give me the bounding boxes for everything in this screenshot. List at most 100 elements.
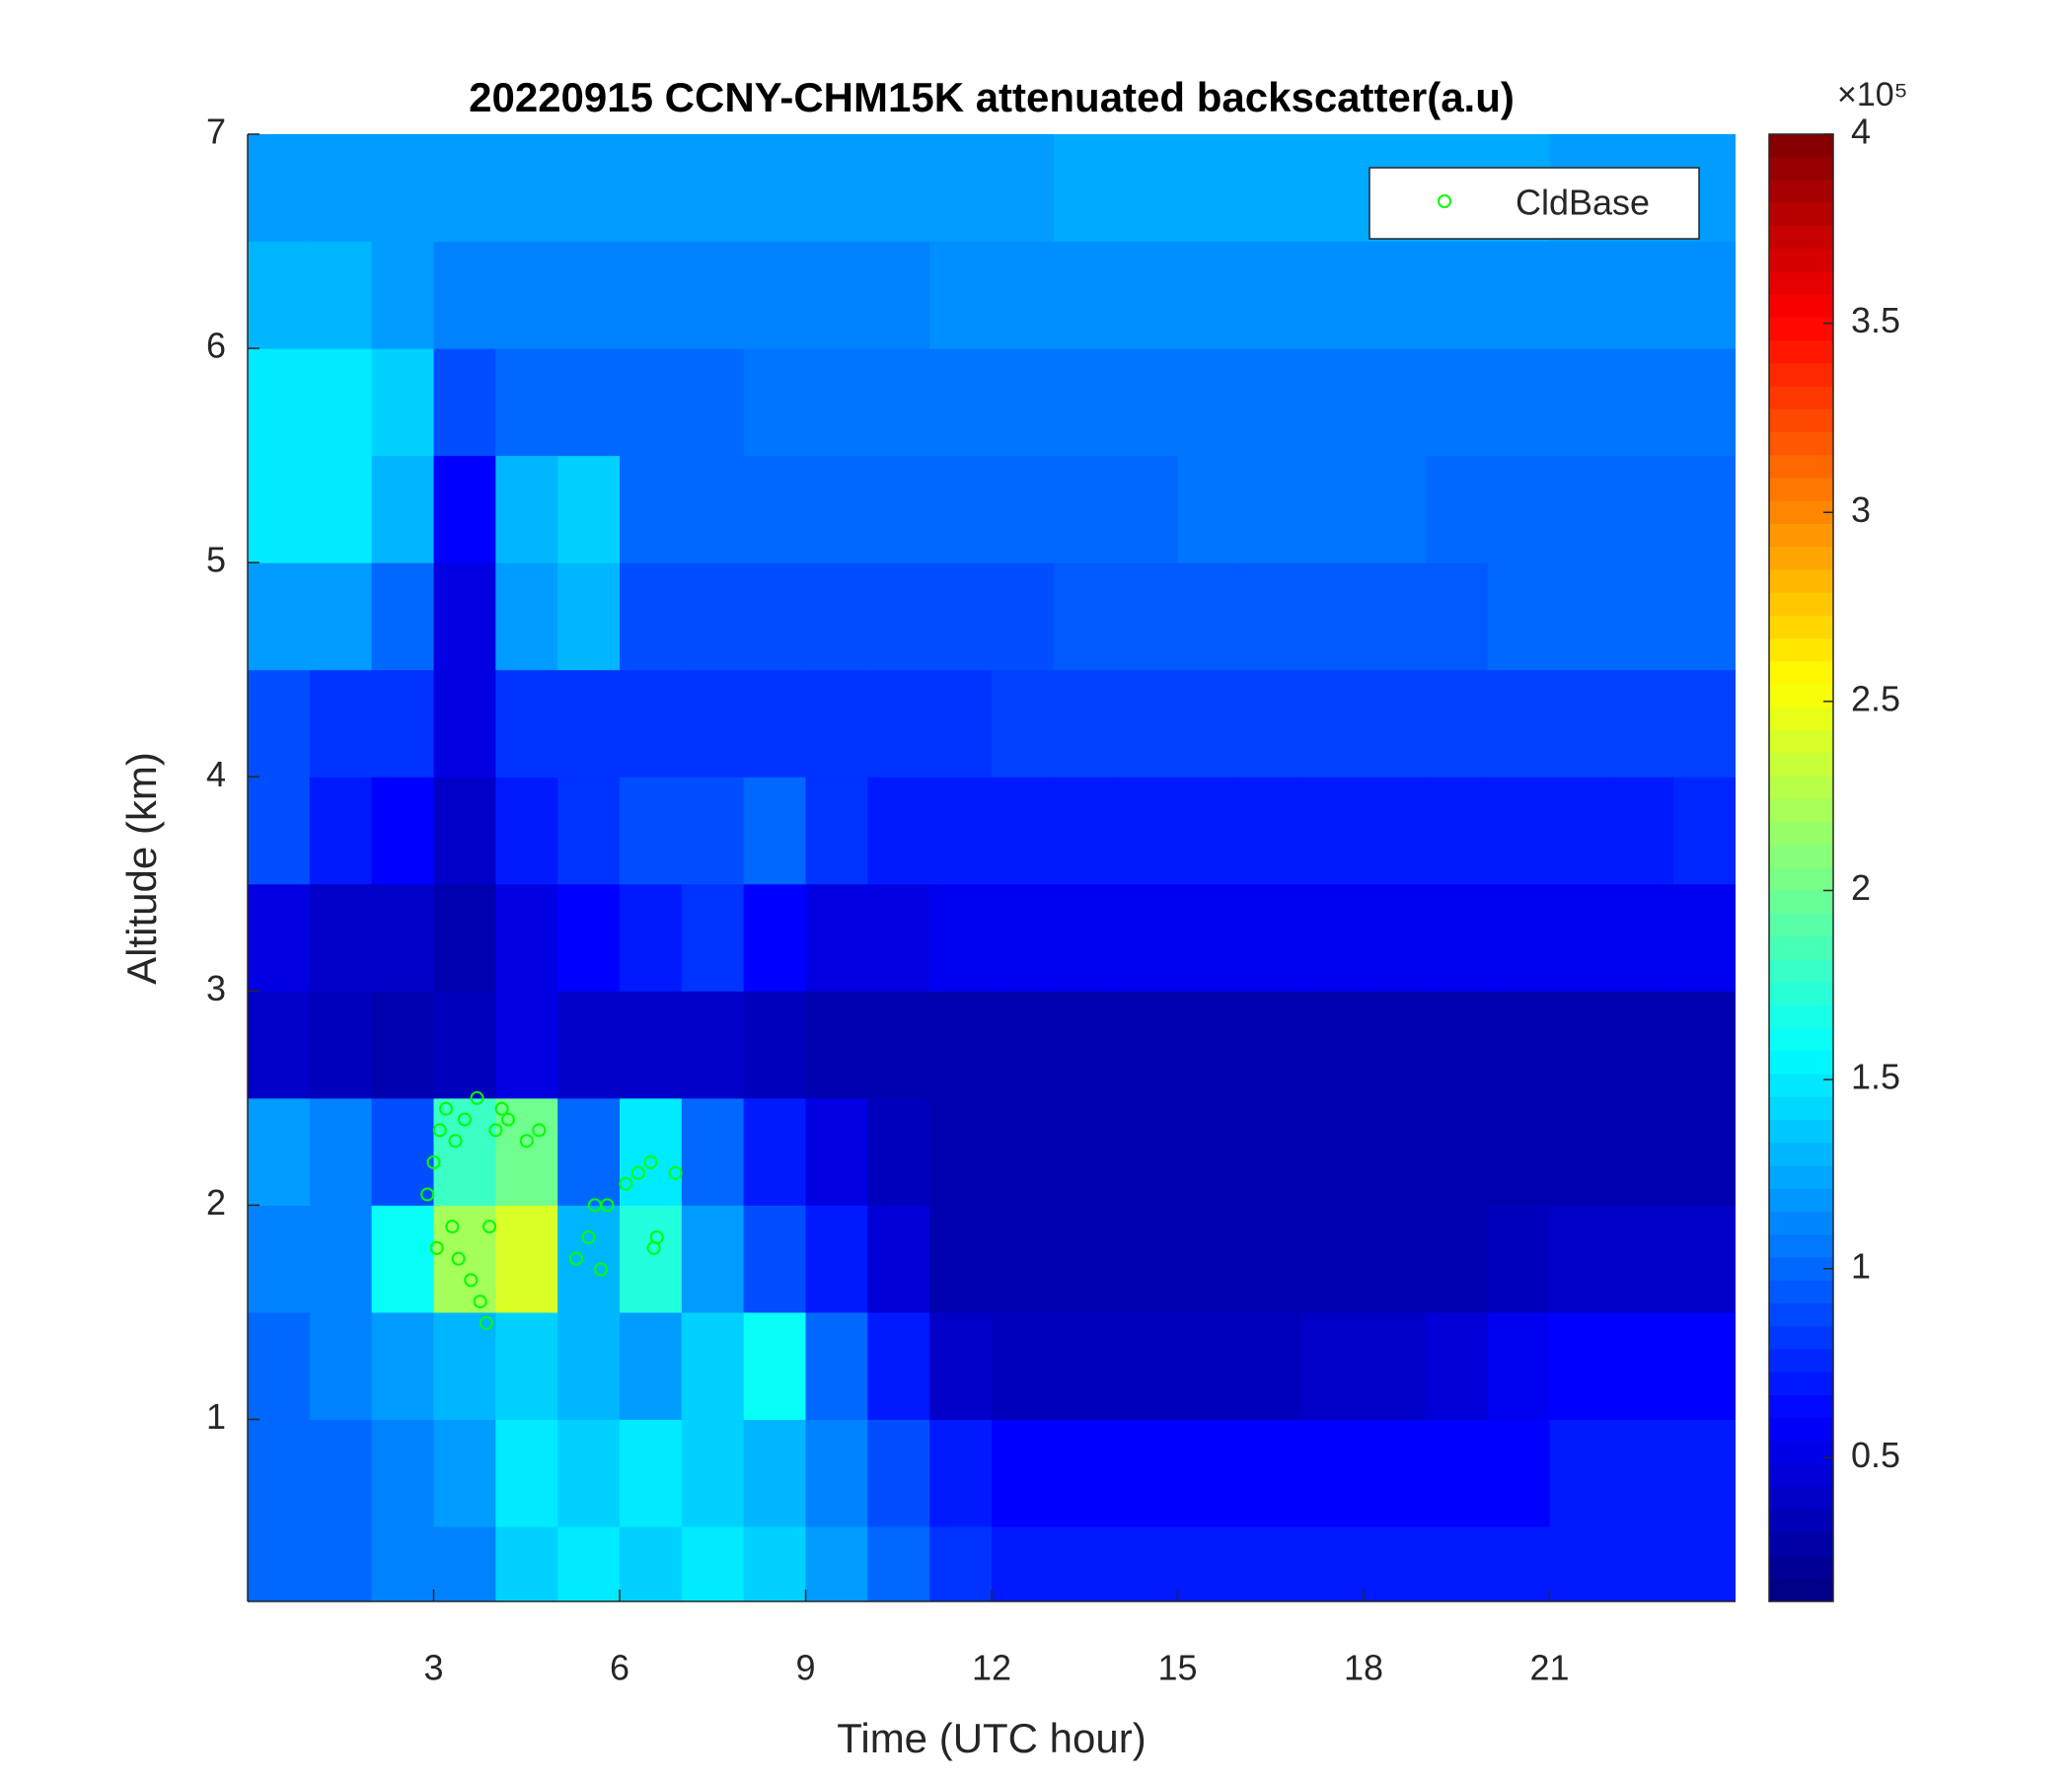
heatmap-cell [1611,241,1674,349]
heatmap-cell [929,669,993,778]
heatmap-cell [681,134,745,243]
heatmap-cell [371,1526,434,1601]
heatmap-cell [1611,1526,1674,1601]
colorbar-swatch [1769,1555,1833,1580]
x-tick-label: 15 [1157,1648,1197,1688]
heatmap-cell [248,348,311,457]
cloud-base-point [445,1220,460,1234]
heatmap-cell [433,562,496,671]
colorbar-swatch [1769,408,1833,433]
heatmap-cell [1364,777,1427,885]
heatmap-cell [371,562,434,671]
heatmap-cell [1115,1311,1178,1420]
heatmap-cell [309,562,373,671]
heatmap-cell [1673,455,1736,563]
legend-label: CldBase [1516,183,1650,223]
colorbar-swatch [1769,569,1833,594]
heatmap-cell [1239,134,1302,243]
heatmap-cell [867,1526,930,1601]
heatmap-cell [1177,669,1240,778]
heatmap-cell [557,134,621,243]
heatmap-cell [681,991,745,1099]
heatmap-cell [1239,562,1302,671]
heatmap-cell [1487,562,1550,671]
heatmap-cell [1115,562,1178,671]
heatmap-cell [1053,1097,1117,1206]
heatmap-cell [1301,777,1365,885]
heatmap-cell [1053,991,1117,1099]
colorbar-swatch [1769,982,1833,1006]
colorbar-swatch [1769,706,1833,731]
heatmap-cell [495,348,558,457]
heatmap-cell [805,1205,868,1313]
heatmap-cell [248,669,311,778]
x-tick-label: 6 [610,1648,629,1688]
heatmap-cell [1425,1419,1489,1527]
heatmap-cell [1673,562,1736,671]
heatmap-cell [309,777,373,885]
x-tick-label: 9 [795,1648,815,1688]
colorbar-swatch [1769,959,1833,984]
colorbar-swatch [1769,1394,1833,1419]
heatmap-cell [681,455,745,563]
heatmap-cell [248,883,311,992]
heatmap-cell [992,669,1055,778]
heatmap-cell [1301,1205,1365,1313]
heatmap-cell [681,883,745,992]
heatmap-cell [1487,1419,1550,1527]
heatmap-cell [929,455,993,563]
heatmap-cell [1053,241,1117,349]
colorbar-tick-label: 4 [1851,111,1871,152]
heatmap-cell [309,241,373,349]
heatmap-cell [1364,1311,1427,1420]
heatmap-cell [1301,348,1365,457]
heatmap-cell [1053,348,1117,457]
colorbar-swatch [1769,478,1833,502]
heatmap-cell [1115,669,1178,778]
heatmap-cell [1301,455,1365,563]
y-tick-label: 4 [206,754,226,794]
colorbar-swatch [1769,523,1833,548]
heatmap-cell [929,348,993,457]
heatmap-cell [929,241,993,349]
heatmap-cell [867,669,930,778]
heatmap-cell [248,562,311,671]
heatmap-cell [992,348,1055,457]
heatmap-cell [495,777,558,885]
colorbar-swatch [1769,936,1833,960]
colorbar-swatch [1769,798,1833,823]
heatmap-cell [1301,562,1365,671]
heatmap-cell [557,241,621,349]
heatmap-cell [1115,1205,1178,1313]
heatmap-cell [1425,883,1489,992]
heatmap-cell [992,1526,1055,1601]
heatmap-cell [1301,669,1365,778]
heatmap-cell [557,1205,621,1313]
heatmap-cell [1053,134,1117,243]
heatmap-cell [495,241,558,349]
heatmap-cell [743,1205,806,1313]
heatmap-cell [1177,241,1240,349]
y-axis-label: Altitude (km) [118,752,165,985]
heatmap-cell [1549,1526,1612,1601]
heatmap-cell [1239,1205,1302,1313]
heatmap-cell [1673,1205,1736,1313]
heatmap-cell [495,1097,558,1206]
heatmap-cell [620,1205,683,1313]
colorbar-swatch [1769,271,1833,296]
x-tick-label: 21 [1529,1648,1569,1688]
heatmap-cell [309,883,373,992]
heatmap-cell [1115,1097,1178,1206]
heatmap-cell [805,991,868,1099]
heatmap-cell [867,1097,930,1206]
cloud-base-point [630,1165,645,1180]
heatmap-cell [495,1419,558,1527]
heatmap-cell [371,883,434,992]
x-tick-label: 18 [1344,1648,1383,1688]
heatmap-cell [1487,991,1550,1099]
heatmap-cell [371,1311,434,1420]
colorbar-swatch [1769,1028,1833,1052]
colorbar-swatch [1769,592,1833,617]
heatmap-cell [1177,348,1240,457]
heatmap-cell [992,777,1055,885]
